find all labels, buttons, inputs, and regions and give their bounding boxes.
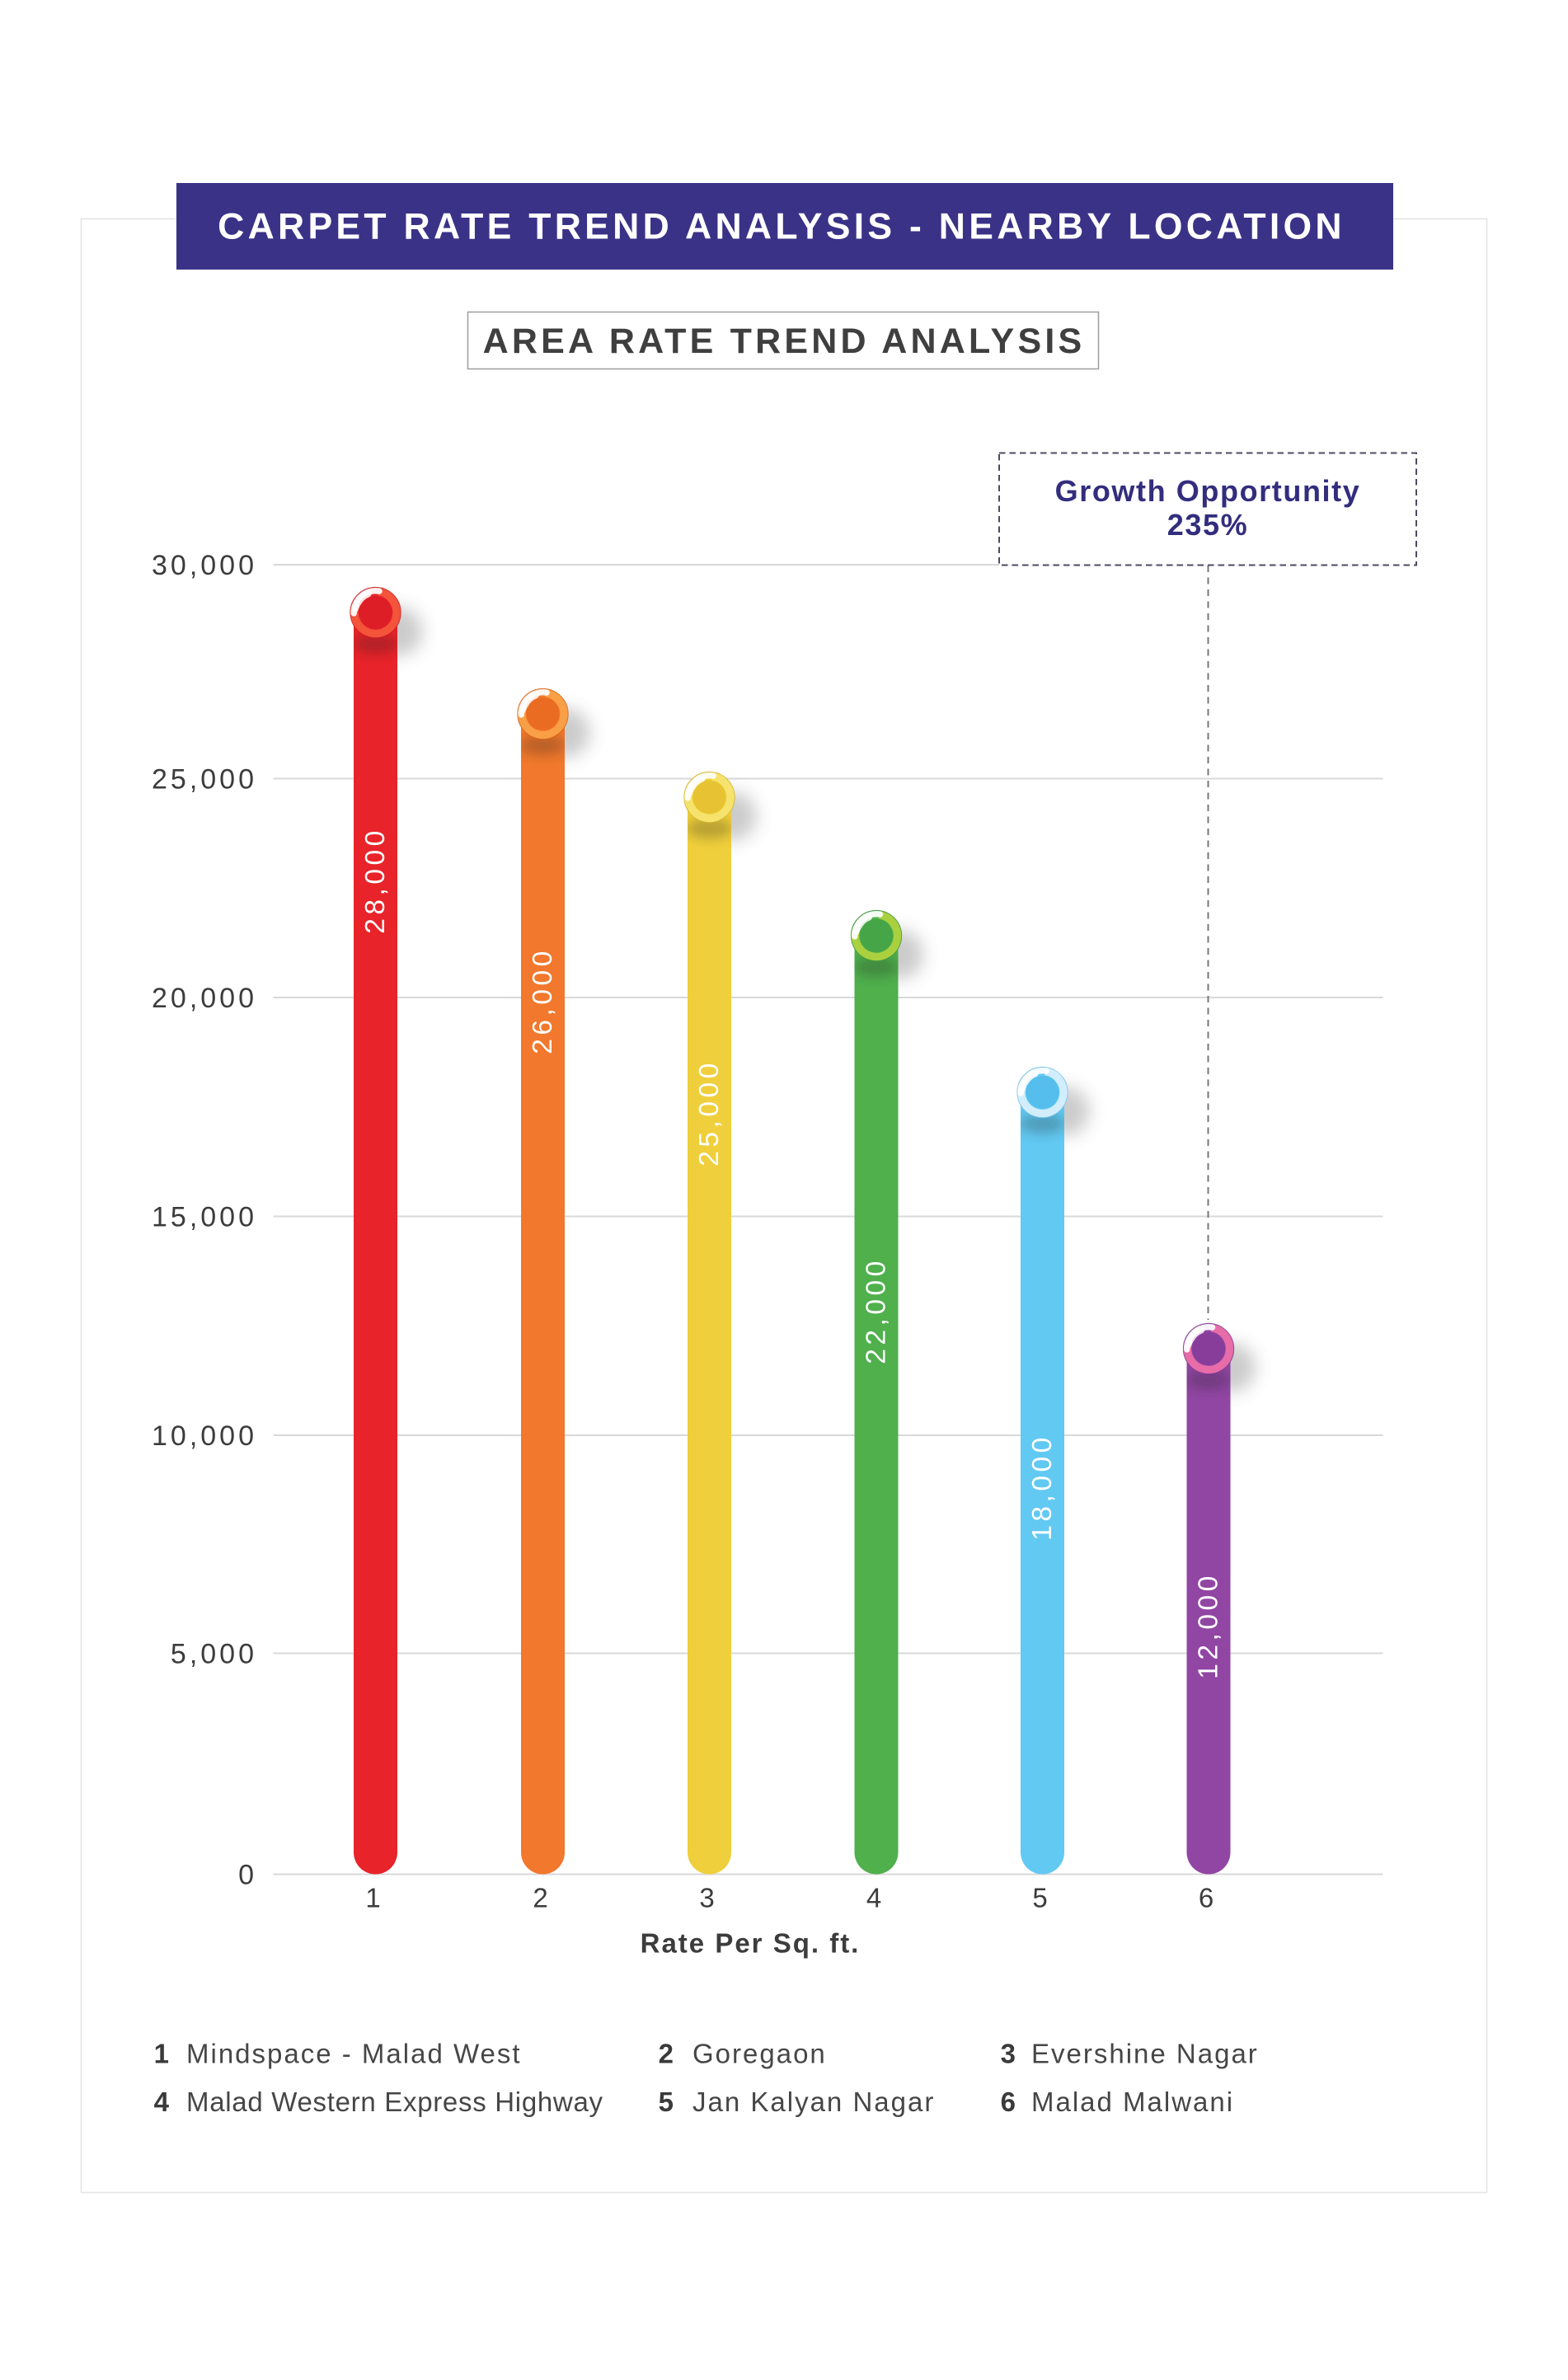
svg-text:28,000: 28,000 <box>360 827 391 933</box>
svg-text:Jan Kalyan Nagar: Jan Kalyan Nagar <box>692 2087 935 2117</box>
svg-text:Goregaon: Goregaon <box>692 2039 827 2069</box>
svg-text:18,000: 18,000 <box>1027 1434 1058 1540</box>
svg-text:10,000: 10,000 <box>152 1420 257 1452</box>
svg-text:4: 4 <box>866 1883 881 1913</box>
svg-text:26,000: 26,000 <box>528 947 558 1054</box>
svg-text:1: 1 <box>154 2039 169 2069</box>
svg-text:235%: 235% <box>1167 508 1248 542</box>
svg-text:CARPET RATE TREND ANALYSIS - N: CARPET RATE TREND ANALYSIS - NEARBY LOCA… <box>218 207 1345 247</box>
svg-text:3: 3 <box>1001 2039 1016 2069</box>
svg-text:30,000: 30,000 <box>152 550 257 581</box>
svg-text:1: 1 <box>365 1883 380 1913</box>
svg-text:5: 5 <box>659 2087 674 2117</box>
svg-text:AREA RATE TREND ANALYSIS: AREA RATE TREND ANALYSIS <box>483 322 1086 361</box>
svg-text:Mindspace - Malad West: Mindspace - Malad West <box>186 2039 522 2069</box>
svg-text:Malad Western Express Highway: Malad Western Express Highway <box>186 2087 603 2117</box>
svg-text:22,000: 22,000 <box>861 1257 892 1364</box>
svg-text:25,000: 25,000 <box>152 763 257 795</box>
svg-text:5,000: 5,000 <box>171 1638 257 1669</box>
svg-text:5: 5 <box>1032 1883 1047 1913</box>
svg-text:15,000: 15,000 <box>152 1201 257 1232</box>
svg-text:4: 4 <box>154 2087 170 2117</box>
svg-text:2: 2 <box>659 2039 674 2069</box>
svg-text:Growth Opportunity: Growth Opportunity <box>1055 474 1361 508</box>
svg-text:12,000: 12,000 <box>1194 1572 1224 1678</box>
svg-text:20,000: 20,000 <box>152 983 257 1014</box>
svg-text:25,000: 25,000 <box>694 1059 725 1166</box>
svg-text:Rate Per Sq. ft.: Rate Per Sq. ft. <box>641 1928 861 1959</box>
svg-text:2: 2 <box>533 1883 547 1913</box>
svg-text:6: 6 <box>1001 2087 1016 2117</box>
svg-text:3: 3 <box>699 1883 714 1913</box>
svg-text:Malad Malwani: Malad Malwani <box>1031 2087 1234 2117</box>
svg-text:0: 0 <box>238 1859 257 1890</box>
svg-text:6: 6 <box>1199 1883 1214 1913</box>
svg-text:Evershine Nagar: Evershine Nagar <box>1031 2039 1259 2069</box>
